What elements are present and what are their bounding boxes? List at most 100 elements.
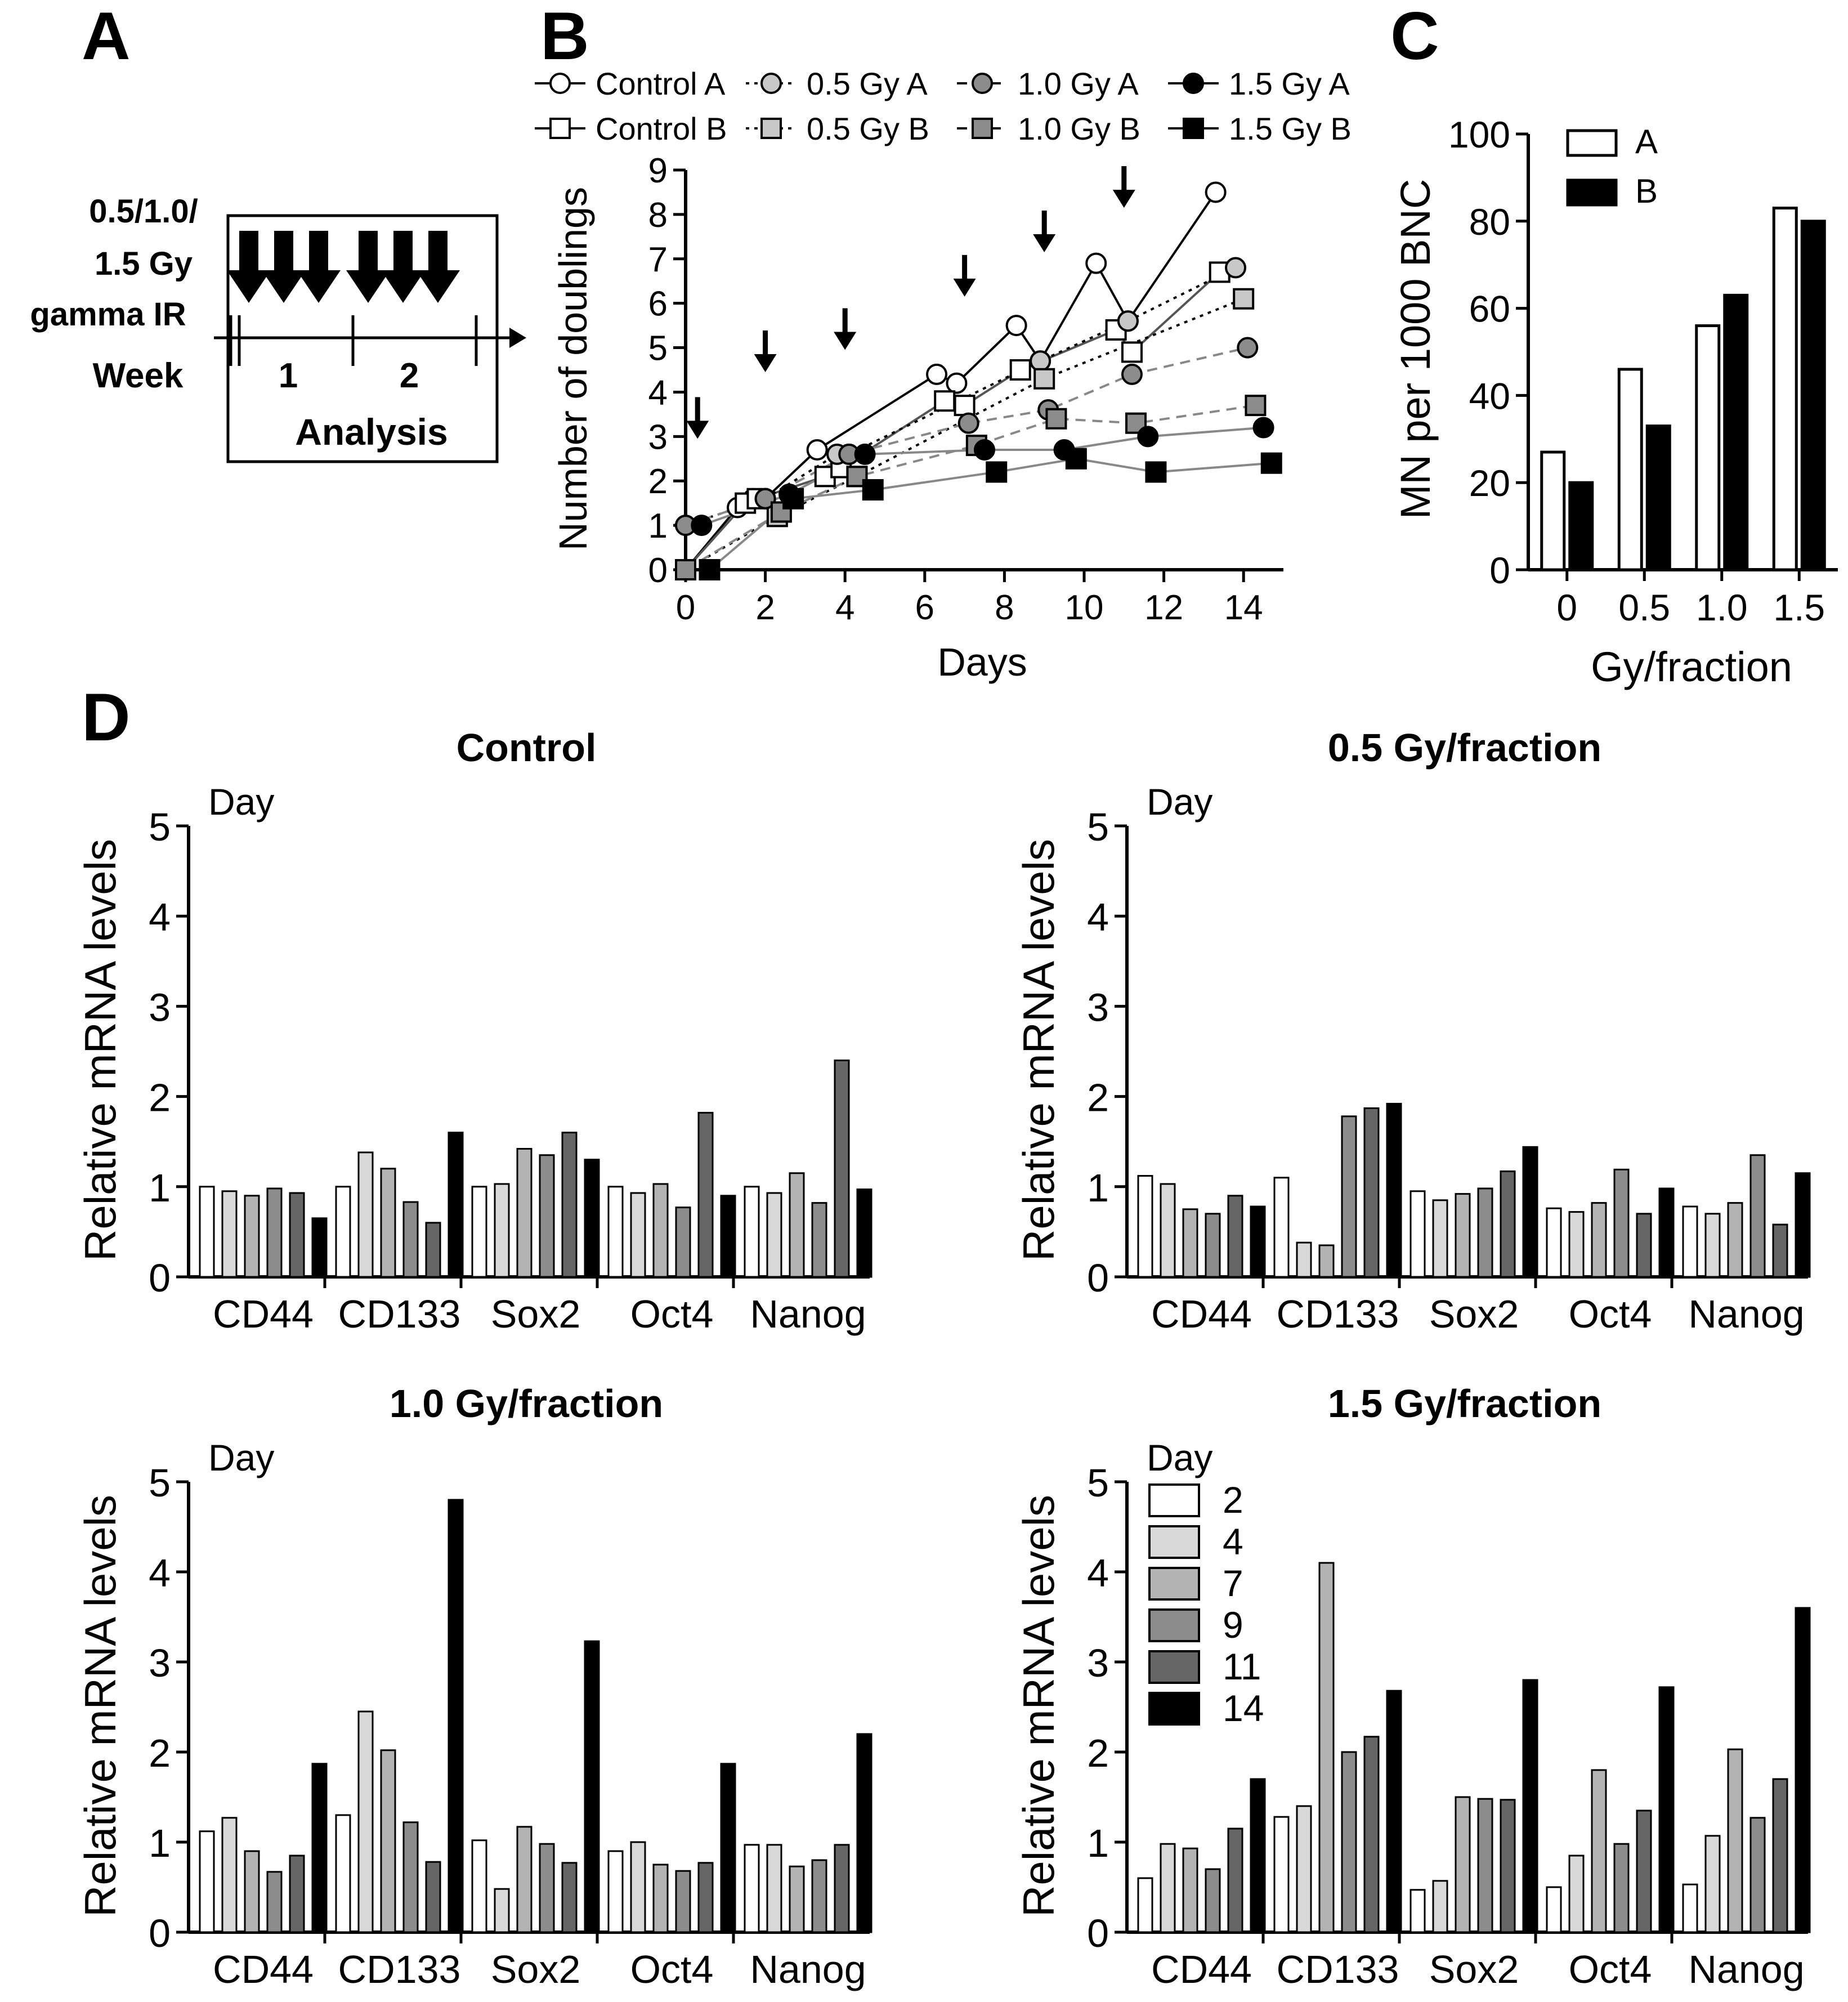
panel-d-bar: [244, 1195, 260, 1278]
panel-d-legend-swatch: [1148, 1608, 1200, 1642]
panel-d-bar: [1182, 1208, 1198, 1278]
panel-d-bar: [199, 1830, 215, 1933]
panel-d-bar: [266, 1871, 283, 1933]
fraction-arrow-icon: [227, 231, 271, 303]
panel-d-title: 0.5 Gy/fraction: [1328, 726, 1601, 770]
panel-b-legend-label: 1.0 Gy B: [1018, 111, 1140, 146]
panel-c-bar: [1772, 207, 1798, 571]
panel-d-bar: [1591, 1769, 1607, 1933]
panel-d-bar: [494, 1183, 510, 1278]
panel-d-y-tick-label: 0: [149, 1911, 171, 1955]
panel-c-y-tick-label: 40: [1469, 375, 1510, 417]
panel-d-y-tick-label: 1: [1087, 1821, 1109, 1865]
panel-d-bar: [811, 1202, 827, 1278]
panel-b-point: [1085, 252, 1107, 274]
panel-b-legend-marker: [1183, 118, 1204, 139]
panel-d-legend-title: Day: [1147, 781, 1212, 823]
panel-d-bar: [1341, 1751, 1357, 1933]
panel-d-bar: [448, 1132, 464, 1278]
panel-b-letter: B: [540, 0, 589, 74]
panel-d-y-axis-label: Relative mRNA levels: [1014, 839, 1063, 1261]
panel-b-point: [806, 439, 828, 461]
panel-d-y-tick-label: 0: [1087, 1911, 1109, 1955]
panel-d-bar: [1795, 1172, 1811, 1278]
panel-d-bar: [561, 1132, 578, 1278]
panel-b-point: [1145, 461, 1167, 483]
panel-d-bar: [402, 1201, 419, 1278]
panel-a-letter: A: [82, 0, 131, 74]
panel-d-bar: [311, 1763, 328, 1933]
panel-a: A 0.5/1.0/ 1.5 Gy gamma IR Week 1 2 Anal…: [30, 0, 526, 463]
panel-b-x-tick-label: 2: [755, 588, 775, 627]
panel-d-bar: [697, 1862, 714, 1933]
panel-d-x-tick-label: Oct4: [630, 1947, 714, 1991]
panel-b-y-tick-label: 4: [648, 373, 668, 412]
panel-c-legend-label: A: [1635, 123, 1658, 160]
dose-arrow-icon: [1112, 190, 1135, 208]
panel-b-point: [1121, 341, 1143, 363]
panel-b-point: [1237, 337, 1259, 359]
panel-d-bar: [584, 1159, 600, 1278]
panel-d-legend-title: Day: [208, 781, 274, 823]
panel-d-x-tick-label: Oct4: [630, 1292, 714, 1336]
panel-d-legend-swatch: [1148, 1650, 1200, 1684]
panel-d-bar: [1318, 1244, 1335, 1278]
panel-d-bar: [1727, 1202, 1743, 1278]
panel-c-bar: [1540, 450, 1566, 571]
week-number-1: 1: [279, 356, 298, 395]
panel-d-bar: [1613, 1843, 1630, 1933]
panel-d-bar: [1341, 1115, 1357, 1278]
panel-d-legend-title: Day: [1147, 1437, 1212, 1478]
panel-d-y-tick-label: 0: [149, 1256, 171, 1300]
panel-d-title: 1.5 Gy/fraction: [1328, 1382, 1601, 1425]
panel-d-x-tick-label: Oct4: [1569, 1292, 1652, 1336]
panel-d-bar: [335, 1814, 351, 1933]
panel-d-legend-label: 11: [1223, 1646, 1261, 1687]
panel-d-legend-swatch: [1148, 1567, 1200, 1601]
panel-d-bar: [789, 1865, 805, 1933]
panel-d-bar: [471, 1839, 487, 1933]
panel-b-point: [1252, 417, 1274, 439]
panel-d-bar: [448, 1499, 464, 1933]
panel-d-bar: [1205, 1868, 1221, 1933]
panel-b-y-tick-label: 3: [648, 418, 668, 457]
panel-d-bar: [1227, 1195, 1243, 1278]
panel-b-point: [699, 559, 721, 580]
panel-d-x-tick-label: Nanog: [750, 1292, 866, 1336]
panel-d-legend-swatch: [1148, 1525, 1200, 1559]
panel-d-bar: [856, 1733, 872, 1933]
panel-b-y-axis-label: Number of doublings: [551, 187, 595, 551]
panel-d-bar: [1749, 1817, 1766, 1933]
panel-c-x-tick-label: 1.0: [1696, 587, 1748, 628]
panel-d-bar: [1772, 1778, 1788, 1933]
panel-c-x-tick-label: 1.5: [1773, 587, 1825, 628]
panel-d-bar: [199, 1186, 215, 1278]
panel-d-bar: [1613, 1168, 1630, 1278]
panel-d-bar: [1772, 1223, 1788, 1278]
panel-c-bar: [1800, 220, 1826, 571]
panel-d-bar: [1363, 1736, 1380, 1933]
panel-b-y-tick-label: 7: [648, 240, 668, 279]
panel-d-0.5gy-chart: 0.5 Gy/fraction Day Relative mRNA levels 0 1…: [1014, 726, 1811, 1336]
panel-b-point: [1205, 181, 1227, 203]
panel-d-bar: [539, 1154, 555, 1278]
panel-d-bar: [1273, 1816, 1290, 1933]
panel-b-series-line: [684, 297, 1244, 571]
panel-d-bar: [1704, 1213, 1721, 1278]
panel-d-y-tick-label: 2: [149, 1731, 171, 1775]
panel-c-y-tick-label: 0: [1489, 549, 1510, 591]
panel-d-bar: [1250, 1205, 1266, 1278]
panel-b-legend-label: 1.5 Gy A: [1229, 66, 1350, 101]
panel-d-y-tick-label: 3: [1087, 985, 1109, 1029]
panel-b-point: [1137, 426, 1159, 448]
panel-b-point: [1033, 368, 1055, 390]
panel-d-x-tick-label: Sox2: [1429, 1292, 1519, 1336]
panel-d-bar: [221, 1190, 238, 1278]
panel-b-point: [782, 488, 804, 510]
panel-b-legend-label: 0.5 Gy A: [807, 66, 928, 101]
panel-d-letter: D: [82, 680, 131, 755]
panel-d-bar: [584, 1640, 600, 1933]
panel-c-bar: [1723, 293, 1749, 571]
panel-d-bar: [811, 1859, 827, 1933]
panel-d-y-axis-label: Relative mRNA levels: [1014, 1495, 1063, 1917]
